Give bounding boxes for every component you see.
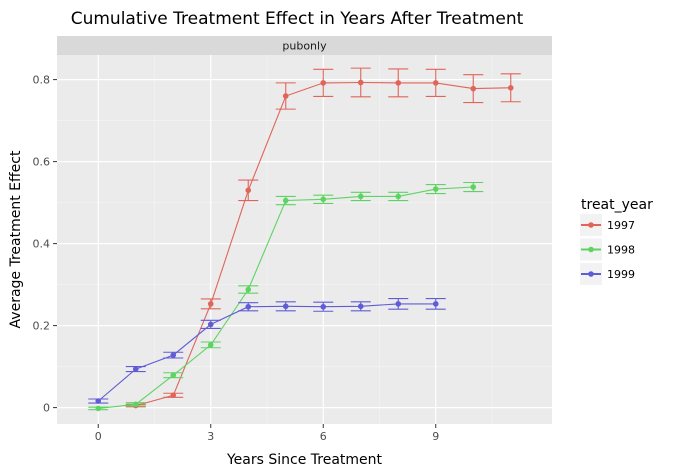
legend-label: 1998 [607,244,635,257]
data-point [395,301,402,307]
legend-item-1998: 1998 [580,238,635,261]
data-point [395,80,402,86]
data-point [207,301,214,307]
legend-label: 1997 [607,219,635,232]
x-tick-label: 6 [320,430,327,443]
legend-key-point [588,246,594,253]
legend-title: treat_year [581,197,653,213]
legend-label: 1999 [607,268,635,281]
plot-panel [57,55,552,424]
chart-title: Cumulative Treatment Effect in Years Aft… [71,9,524,29]
y-tick-label: 0.8 [33,74,51,87]
data-point [95,405,102,412]
data-point [245,187,252,194]
x-tick-label: 0 [95,430,102,443]
data-point [207,342,214,348]
data-point [357,193,364,200]
data-point [395,193,402,200]
legend-key-point [588,271,594,277]
facet-strip [57,36,552,55]
data-point [470,85,477,92]
data-point [357,303,364,310]
data-point [470,184,477,190]
data-point [432,301,439,307]
y-axis-title: Average Treatment Effect [8,150,24,328]
data-point [320,196,327,203]
data-point [507,85,514,91]
y-tick-label: 0 [43,402,50,415]
x-axis: 0 3 6 9 [95,424,439,443]
data-point [132,366,139,372]
data-point [320,303,327,310]
data-point [207,321,214,328]
data-point [320,80,327,86]
series-line [97,303,436,402]
x-tick-label: 3 [207,430,214,443]
legend-key-point [588,222,594,228]
x-axis-title: Years Since Treatment [226,452,383,468]
grid-lines [57,55,552,424]
y-axis: 0 0.2 0.4 0.6 0.8 [33,74,57,415]
legend: treat_year 1997 1998 1999 [580,197,653,285]
data-point [282,303,289,310]
data-point [282,93,289,99]
series-1999 [88,297,446,404]
y-tick-label: 0.2 [33,320,51,333]
data-point [170,392,177,399]
y-tick-label: 0.4 [33,238,51,251]
y-tick-label: 0.6 [33,156,51,169]
data-point [357,79,364,86]
data-point [132,401,139,408]
data-point [245,286,252,293]
data-point [95,398,102,404]
data-point [245,303,252,310]
data-point [432,186,439,192]
data-point [282,197,289,204]
legend-item-1997: 1997 [580,214,635,236]
data-point [170,372,177,379]
series-1998 [88,181,484,412]
data-point [432,80,439,86]
x-tick-label: 9 [432,430,439,443]
legend-item-1999: 1999 [580,263,635,285]
data-point [170,352,177,358]
series-layer [88,67,521,412]
facet-label: pubonly [282,40,327,53]
